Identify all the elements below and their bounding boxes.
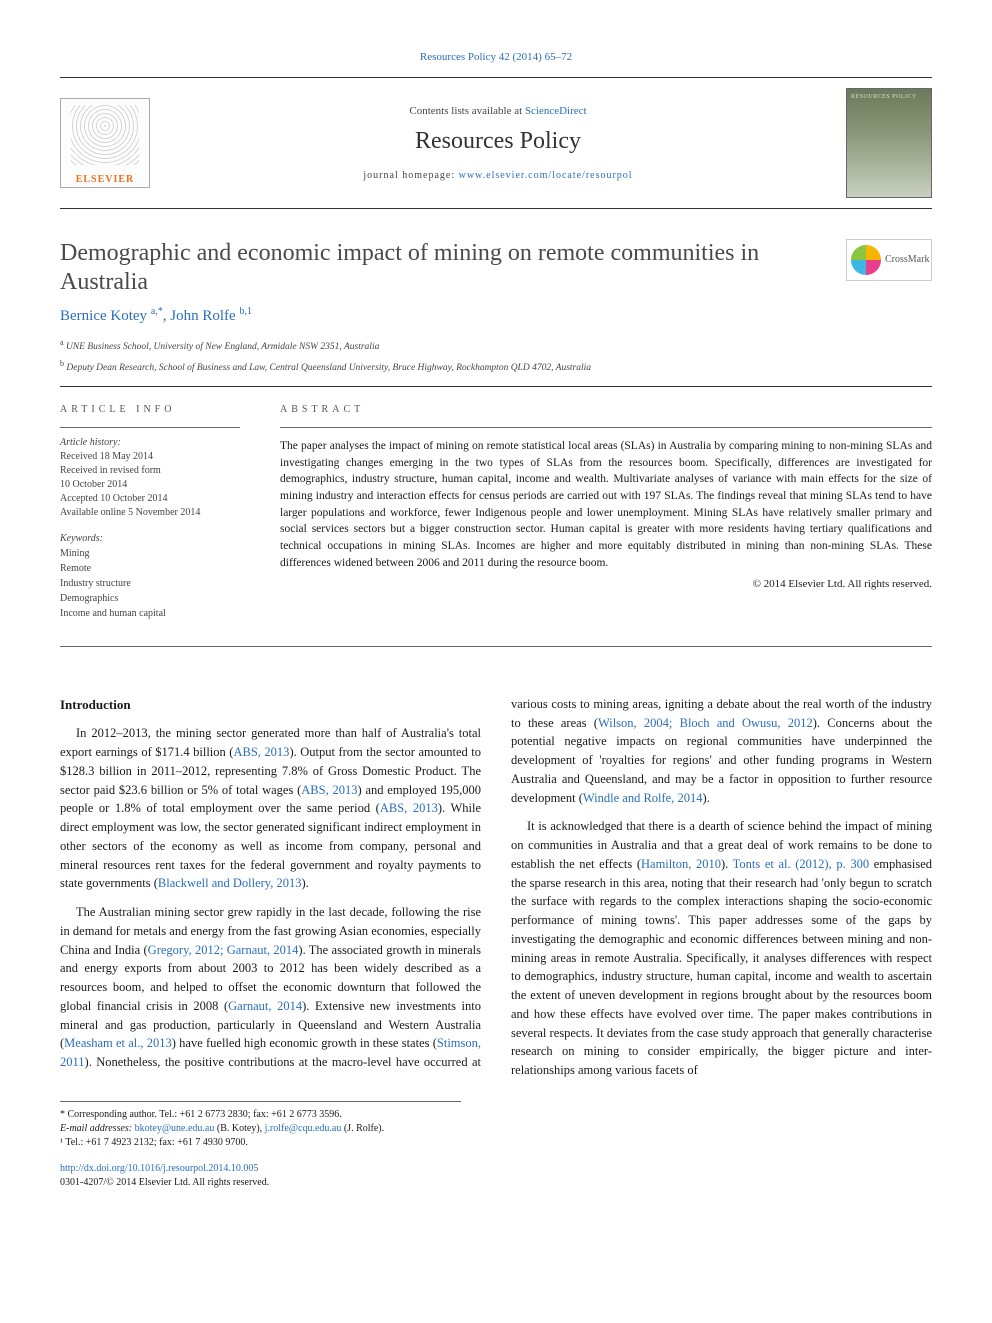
header-center: Contents lists available at ScienceDirec… — [166, 104, 830, 183]
author-2[interactable]: John Rolfe — [170, 308, 235, 324]
history-line: Accepted 10 October 2014 — [60, 492, 240, 506]
journal-name: Resources Policy — [166, 125, 830, 159]
corresponding-author-note: * Corresponding author. Tel.: +61 2 6773… — [60, 1108, 461, 1122]
email-link[interactable]: bkotey@une.edu.au — [135, 1123, 215, 1134]
history-line: 10 October 2014 — [60, 478, 240, 492]
ref-link[interactable]: ABS, 2013 — [233, 745, 289, 759]
contents-prefix: Contents lists available at — [409, 105, 524, 117]
ref-link[interactable]: Hamilton, 2010 — [641, 857, 721, 871]
ref-link[interactable]: Garnaut, 2014 — [228, 999, 302, 1013]
ref-link[interactable]: Gregory, 2012; Garnaut, 2014 — [148, 943, 299, 957]
contents-line: Contents lists available at ScienceDirec… — [166, 104, 830, 119]
ref-link[interactable]: Measham et al., 2013 — [64, 1036, 172, 1050]
crossmark-icon — [851, 245, 881, 275]
intro-paragraph-3: It is acknowledged that there is a deart… — [511, 817, 932, 1080]
introduction-heading: Introduction — [60, 695, 481, 715]
keyword: Demographics — [60, 592, 240, 606]
footnotes: * Corresponding author. Tel.: +61 2 6773… — [60, 1101, 461, 1150]
top-citation: Resources Policy 42 (2014) 65–72 — [60, 50, 932, 65]
meta-row: ARTICLE INFO Article history: Received 1… — [60, 403, 932, 622]
doi-block: http://dx.doi.org/10.1016/j.resourpol.20… — [60, 1162, 932, 1190]
issn-line: 0301-4207/© 2014 Elsevier Ltd. All right… — [60, 1176, 932, 1190]
abstract-text: The paper analyses the impact of mining … — [280, 438, 932, 571]
article-title: Demographic and economic impact of minin… — [60, 239, 834, 297]
elsevier-tree-icon — [71, 105, 139, 165]
doi-link[interactable]: http://dx.doi.org/10.1016/j.resourpol.20… — [60, 1163, 258, 1174]
crossmark-badge[interactable]: CrossMark — [846, 239, 932, 281]
article-info-column: ARTICLE INFO Article history: Received 1… — [60, 403, 240, 622]
journal-cover-thumbnail: RESOURCES POLICY — [846, 88, 932, 198]
footnote-1: ¹ Tel.: +61 7 4923 2132; fax: +61 7 4930… — [60, 1136, 461, 1150]
history-line: Received 18 May 2014 — [60, 450, 240, 464]
keyword: Remote — [60, 562, 240, 576]
author-1[interactable]: Bernice Kotey — [60, 308, 147, 324]
keywords-block: Keywords: Mining Remote Industry structu… — [60, 532, 240, 621]
publisher-logo: ELSEVIER — [60, 98, 150, 188]
history-line: Available online 5 November 2014 — [60, 506, 240, 520]
keyword: Industry structure — [60, 577, 240, 591]
homepage-link[interactable]: www.elsevier.com/locate/resourpol — [459, 170, 633, 181]
sciencedirect-link[interactable]: ScienceDirect — [525, 105, 587, 117]
keyword: Income and human capital — [60, 607, 240, 621]
title-row: Demographic and economic impact of minin… — [60, 239, 932, 297]
divider — [60, 646, 932, 647]
article-history: Article history: Received 18 May 2014 Re… — [60, 436, 240, 520]
ref-link[interactable]: ABS, 2013 — [301, 783, 357, 797]
ref-link[interactable]: Blackwell and Dollery, 2013 — [158, 876, 302, 890]
journal-cover-title: RESOURCES POLICY — [851, 93, 917, 101]
ref-link[interactable]: ABS, 2013 — [380, 801, 438, 815]
crossmark-label: CrossMark — [885, 253, 929, 267]
ref-link[interactable]: Wilson, 2004; Bloch and Owusu, 2012 — [598, 716, 813, 730]
abstract-copyright: © 2014 Elsevier Ltd. All rights reserved… — [280, 577, 932, 592]
author-2-sup: b,1 — [239, 306, 252, 317]
intro-paragraph-1: In 2012–2013, the mining sector generate… — [60, 724, 481, 893]
abstract-column: ABSTRACT The paper analyses the impact o… — [280, 403, 932, 622]
history-label: Article history: — [60, 436, 240, 450]
author-1-sup: a,* — [151, 306, 163, 317]
ref-link[interactable]: Tonts et al. (2012), p. 300 — [733, 857, 869, 871]
article-info-heading: ARTICLE INFO — [60, 403, 240, 417]
history-line: Received in revised form — [60, 464, 240, 478]
keywords-label: Keywords: — [60, 532, 240, 546]
body-text: Introduction In 2012–2013, the mining se… — [60, 695, 932, 1081]
page-container: Resources Policy 42 (2014) 65–72 ELSEVIE… — [0, 0, 992, 1230]
keyword: Mining — [60, 547, 240, 561]
homepage-prefix: journal homepage: — [363, 170, 458, 181]
journal-header: ELSEVIER Contents lists available at Sci… — [60, 77, 932, 209]
authors-line: Bernice Kotey a,*, John Rolfe b,1 — [60, 305, 932, 327]
affiliation-b: b Deputy Dean Research, School of Busine… — [60, 358, 932, 375]
email-line: E-mail addresses: bkotey@une.edu.au (B. … — [60, 1122, 461, 1136]
publisher-logo-text: ELSEVIER — [76, 173, 135, 187]
affiliation-a: a UNE Business School, University of New… — [60, 337, 932, 354]
homepage-line: journal homepage: www.elsevier.com/locat… — [166, 169, 830, 183]
abstract-heading: ABSTRACT — [280, 403, 932, 417]
ref-link[interactable]: Windle and Rolfe, 2014 — [583, 791, 703, 805]
divider — [60, 386, 932, 387]
email-link[interactable]: j.rolfe@cqu.edu.au — [265, 1123, 342, 1134]
